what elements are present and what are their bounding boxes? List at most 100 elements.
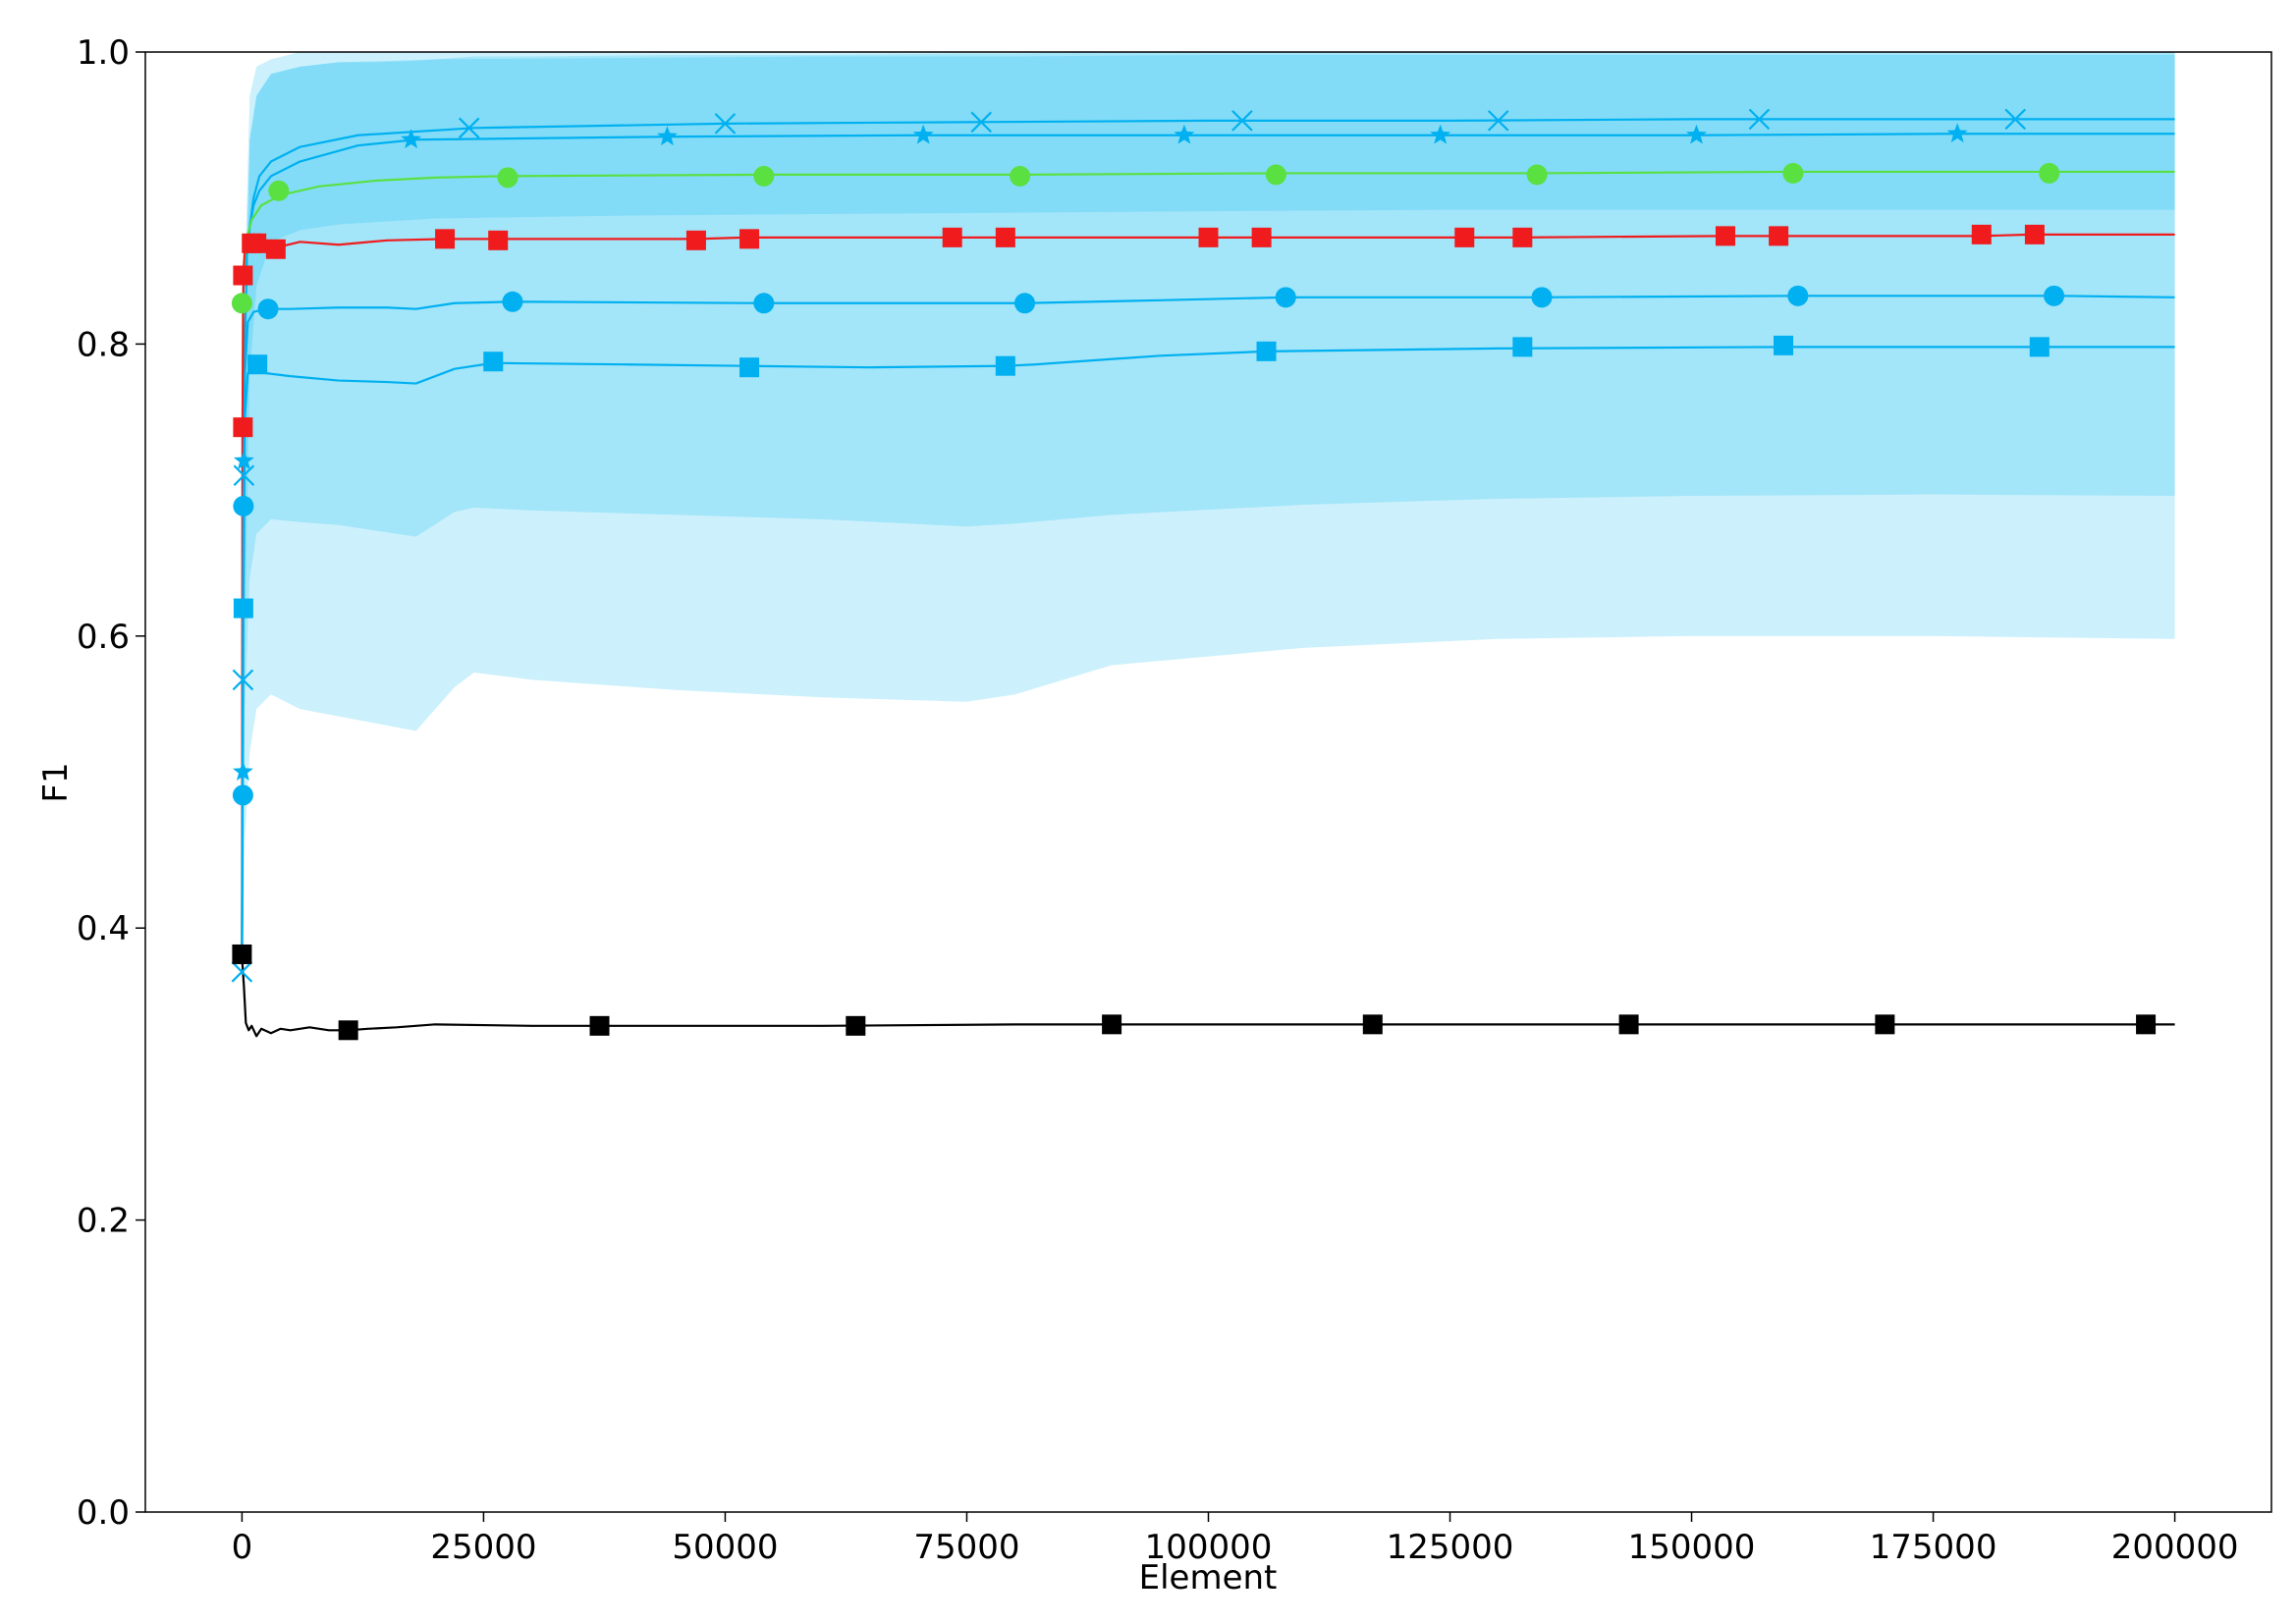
series-7-marker bbox=[589, 1015, 610, 1036]
series-3-marker bbox=[1010, 165, 1031, 187]
series-6-marker bbox=[2029, 337, 2050, 357]
series-1-marker bbox=[970, 111, 993, 134]
series-1-marker bbox=[233, 464, 255, 487]
series-4-marker bbox=[233, 265, 253, 286]
series-5-marker bbox=[1787, 285, 1809, 306]
series-6-marker bbox=[483, 352, 504, 372]
series-2-marker bbox=[912, 124, 934, 144]
series-1-marker bbox=[232, 669, 254, 691]
series-2-marker bbox=[1430, 124, 1451, 144]
series-1-marker bbox=[2004, 108, 2026, 131]
series-5-marker bbox=[233, 495, 254, 516]
y-tick-label: 0.4 bbox=[77, 909, 130, 948]
y-tick-label: 0.6 bbox=[77, 618, 130, 657]
series-3-marker bbox=[2039, 162, 2060, 184]
confidence-band-3 bbox=[242, 54, 2175, 972]
series-7-marker bbox=[1618, 1014, 1639, 1035]
series-7-marker bbox=[232, 944, 252, 964]
series-1-marker bbox=[231, 961, 253, 983]
series-6-marker bbox=[995, 355, 1015, 376]
series-4-marker bbox=[246, 233, 267, 253]
series-markers bbox=[231, 108, 2157, 1041]
series-3-marker bbox=[1526, 164, 1548, 186]
series-5-marker bbox=[232, 784, 253, 806]
series-2-marker bbox=[1174, 124, 1195, 144]
y-tick-label: 0.0 bbox=[77, 1493, 130, 1533]
x-tick-label: 100000 bbox=[1145, 1528, 1273, 1567]
y-tick-label: 0.8 bbox=[77, 325, 130, 364]
series-5-marker bbox=[257, 298, 279, 320]
series-4-marker bbox=[995, 227, 1015, 247]
series-3-marker bbox=[1782, 162, 1804, 184]
series-2-marker bbox=[1686, 124, 1707, 144]
series-7-marker bbox=[1875, 1014, 1895, 1035]
series-1-marker bbox=[458, 117, 480, 139]
series-4-marker bbox=[1971, 224, 1992, 244]
series-7-marker bbox=[338, 1020, 358, 1041]
confidence-band-2 bbox=[242, 52, 2175, 972]
series-4-marker bbox=[233, 417, 253, 438]
series-7-marker bbox=[846, 1015, 866, 1036]
x-axis: 0 25000 50000 75000 100000 125000 150000 175000… bbox=[232, 1512, 2239, 1567]
x-tick-label: 125000 bbox=[1387, 1528, 1514, 1567]
series-5-marker bbox=[2044, 285, 2065, 306]
series-4-marker bbox=[435, 229, 456, 249]
series-7-marker bbox=[1102, 1014, 1122, 1035]
series-line-5 bbox=[241, 295, 2175, 957]
series-1-marker bbox=[714, 113, 737, 135]
series-4-marker bbox=[1454, 227, 1475, 247]
y-axis: 0.0 0.2 0.4 0.6 0.8 1.0 bbox=[77, 33, 145, 1533]
x-axis-title: Element bbox=[1139, 1558, 1278, 1597]
confidence-bands bbox=[242, 52, 2175, 972]
series-2-marker bbox=[401, 129, 422, 149]
y-axis-title: F1 bbox=[36, 762, 76, 802]
series-2-marker bbox=[656, 126, 678, 146]
series-5-marker bbox=[502, 291, 523, 312]
series-4-marker bbox=[942, 227, 962, 247]
series-5-marker bbox=[1531, 287, 1553, 308]
x-tick-label: 175000 bbox=[1870, 1528, 1997, 1567]
series-4-marker bbox=[685, 230, 706, 250]
series-4-marker bbox=[1512, 227, 1533, 247]
x-tick-label: 200000 bbox=[2111, 1528, 2239, 1567]
series-4-marker bbox=[265, 239, 286, 259]
series-2-marker bbox=[233, 450, 254, 470]
series-line-6 bbox=[241, 346, 2175, 957]
x-tick-label: 25000 bbox=[430, 1528, 536, 1567]
series-2-marker bbox=[1946, 123, 1968, 143]
series-4-marker bbox=[1769, 226, 1789, 246]
series-5-marker bbox=[1014, 293, 1036, 314]
series-3-marker bbox=[1265, 164, 1286, 186]
series-6-marker bbox=[247, 354, 268, 375]
y-tick-label: 0.2 bbox=[77, 1202, 130, 1241]
series-3-marker bbox=[497, 167, 519, 189]
series-1-marker bbox=[1748, 108, 1771, 131]
series-4-marker bbox=[1251, 227, 1272, 247]
series-5-marker bbox=[753, 293, 775, 314]
x-tick-label: 50000 bbox=[672, 1528, 778, 1567]
series-1-marker bbox=[1487, 110, 1509, 132]
series-6-marker bbox=[1256, 341, 1277, 361]
series-3-marker bbox=[753, 165, 775, 187]
series-4-marker bbox=[1715, 226, 1735, 246]
series-2-marker bbox=[232, 761, 253, 781]
x-tick-label: 0 bbox=[232, 1528, 253, 1567]
series-7-marker bbox=[2136, 1014, 2157, 1035]
series-6-marker bbox=[233, 598, 253, 619]
series-6-marker bbox=[1774, 335, 1794, 355]
series-4-marker bbox=[488, 230, 509, 250]
x-tick-label: 75000 bbox=[913, 1528, 1019, 1567]
confidence-band-1 bbox=[242, 52, 2175, 972]
y-tick-label: 1.0 bbox=[77, 33, 130, 73]
series-5-marker bbox=[1275, 287, 1296, 308]
series-4-marker bbox=[2024, 224, 2045, 244]
series-3-marker bbox=[268, 180, 290, 201]
series-7-marker bbox=[1362, 1014, 1383, 1035]
series-6-marker bbox=[739, 357, 760, 378]
series-3-marker bbox=[231, 293, 252, 314]
x-tick-label: 150000 bbox=[1628, 1528, 1756, 1567]
series-1-marker bbox=[1231, 110, 1253, 132]
series-4-marker bbox=[739, 229, 760, 249]
series-4-marker bbox=[1198, 227, 1219, 247]
